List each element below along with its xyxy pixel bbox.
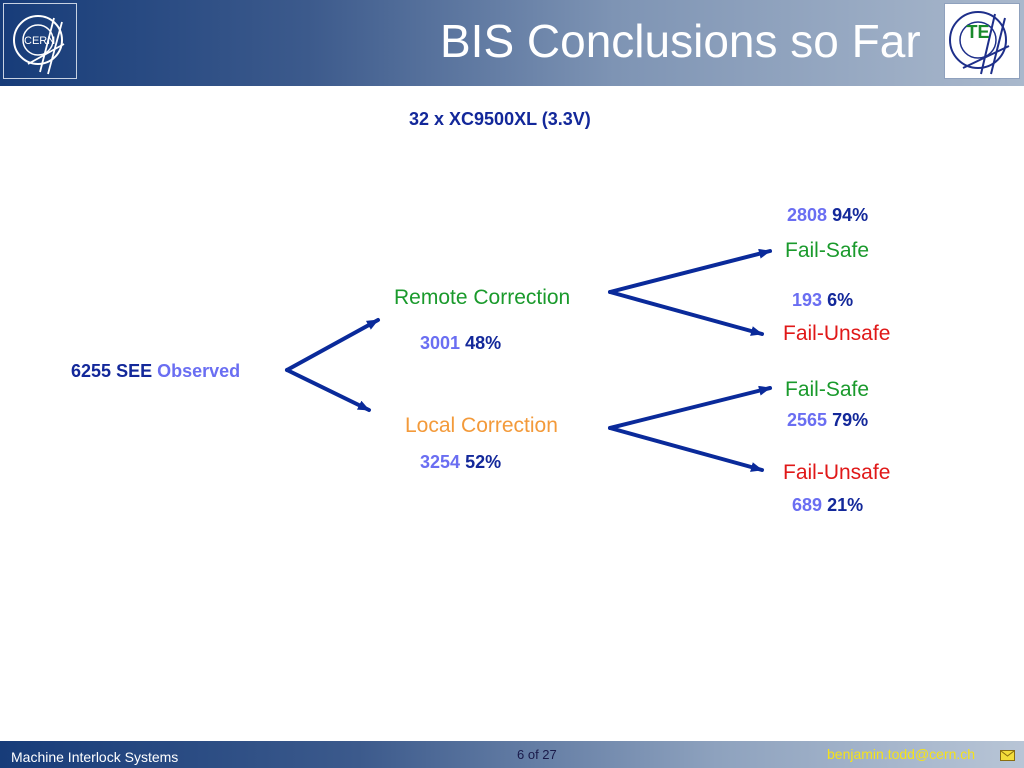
local-failunsafe-label: Fail-Unsafe	[783, 461, 891, 484]
local-failsafe-pct: 79%	[832, 410, 869, 430]
te-logo-text: TE	[966, 22, 990, 42]
page-number: 6 of 27	[517, 747, 557, 762]
author-email[interactable]: benjamin.todd@cern.ch	[827, 746, 976, 762]
header-bar: CERN BIS Conclusions so Far TE	[0, 0, 1024, 86]
slide-title: BIS Conclusions so Far	[440, 15, 921, 67]
remote-pct: 48%	[465, 333, 502, 353]
local-failsafe-label: Fail-Safe	[785, 378, 870, 401]
remote-failsafe-stats: 2808 94%	[787, 205, 868, 226]
remote-failsafe-pct: 94%	[832, 205, 869, 225]
footer-title: Machine Interlock Systems	[11, 749, 179, 765]
remote-count: 3001	[420, 333, 461, 353]
arrow-local-to-failunsafe	[608, 426, 764, 472]
root-node: 6255 SEE Observed	[71, 361, 240, 382]
local-count: 3254	[420, 452, 461, 472]
arrow-remote-to-failsafe	[608, 248, 772, 294]
remote-failunsafe-label: Fail-Unsafe	[783, 322, 891, 345]
remote-failsafe-label: Fail-Safe	[785, 239, 870, 262]
root-see: SEE	[116, 361, 153, 381]
local-failsafe-stats: 2565 79%	[787, 410, 868, 431]
local-failsafe-count: 2565	[787, 410, 828, 430]
local-failunsafe-pct: 21%	[827, 495, 864, 515]
remote-stats: 3001 48%	[420, 333, 501, 354]
remote-correction-label: Remote Correction	[394, 286, 571, 309]
envelope-icon[interactable]	[1000, 750, 1015, 761]
remote-failsafe-count: 2808	[787, 205, 828, 225]
arrow-root-to-local	[285, 368, 371, 412]
root-observed: Observed	[157, 361, 241, 381]
cern-logo-icon: CERN	[3, 3, 77, 79]
local-stats: 3254 52%	[420, 452, 501, 473]
root-count: 6255	[71, 361, 112, 381]
remote-failunsafe-count: 193	[792, 290, 823, 310]
device-label: 32 x XC9500XL (3.3V)	[409, 109, 591, 129]
svg-text:CERN: CERN	[24, 35, 55, 47]
remote-failunsafe-stats: 193 6%	[792, 290, 853, 311]
remote-failunsafe-pct: 6%	[827, 290, 854, 310]
arrow-local-to-failsafe	[608, 385, 772, 430]
local-pct: 52%	[465, 452, 502, 472]
arrow-remote-to-failunsafe	[608, 290, 764, 336]
local-failunsafe-stats: 689 21%	[792, 495, 863, 516]
local-correction-label: Local Correction	[405, 414, 558, 437]
arrow-root-to-remote	[285, 318, 380, 372]
footer-bar: Machine Interlock Systems 6 of 27 benjam…	[0, 741, 1024, 768]
local-failunsafe-count: 689	[792, 495, 823, 515]
cern-te-logo-icon: TE	[944, 3, 1020, 79]
